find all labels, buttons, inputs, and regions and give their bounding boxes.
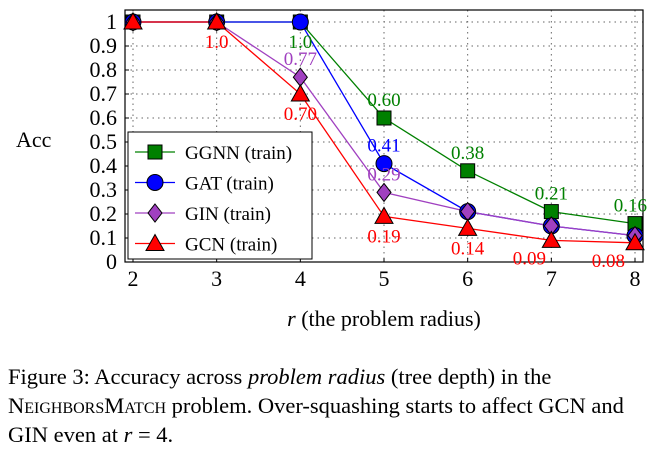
y-tick-label: 0 [106,249,117,274]
caption-text: (tree depth) in the [385,364,552,389]
data-label: 0.09 [513,248,546,269]
data-label: 1.0 [288,32,312,53]
data-label: 0.38 [451,143,484,164]
data-label: 0.70 [284,104,317,125]
y-tick-label: 0.9 [90,33,118,58]
data-point-gcn [290,83,311,102]
x-tick-label: 8 [630,266,641,291]
data-point-ggnn [376,110,392,126]
x-tick-label: 5 [379,266,390,291]
legend-label: GAT (train) [185,174,274,195]
y-tick-label: 0.4 [90,153,118,178]
caption-text: problem. Over-squashing starts to affect… [8,393,624,447]
data-point-gcn [625,232,645,251]
accuracy-line-chart: 2 3 4 5 6 7 8 00.10.20.30.40.50.60.70.80.91 Acc r… [16,9,647,331]
x-tick-label: 3 [211,266,222,291]
data-point-ggnn [460,163,476,179]
legend-marker [147,144,163,160]
caption-emphasis: problem radius [247,364,386,389]
y-tick-label: 0.5 [90,129,118,154]
x-tick-label: 7 [546,266,557,291]
data-point-gcn [206,11,227,30]
data-label: 0.21 [535,184,568,205]
data-point-gat [375,155,393,173]
data-point-gin [376,182,392,203]
caption-smallcaps: NeighborsMatch [8,393,167,418]
x-tick-label: 2 [128,266,139,291]
x-tick-label: 6 [462,266,473,291]
caption-label: Figure 3: [8,364,90,389]
data-label: 0.41 [367,136,400,157]
legend-label: GIN (train) [185,204,271,225]
data-point-gcn [541,230,562,248]
data-label: 0.60 [367,90,400,111]
data-label: 1.0 [205,32,229,53]
legend-marker [146,174,164,191]
data-point-gcn [457,218,478,236]
caption-text: Accuracy across [89,364,248,389]
x-axis-label: r (the problem radius) [287,306,481,331]
data-label: 0.16 [614,196,647,217]
data-label: 0.14 [451,238,485,259]
x-tick-label: 4 [295,266,306,291]
y-tick-label: 0.1 [90,225,118,250]
data-label: 0.08 [592,251,625,272]
y-tick-label: 1 [106,9,117,34]
y-tick-label: 0.6 [90,105,118,130]
data-label: 0.77 [284,49,317,70]
data-point-gat [291,13,309,31]
caption-variable: r [123,422,133,447]
figure-caption: Figure 3: Accuracy across problem radius… [8,362,663,449]
legend-label: GCN (train) [185,235,277,256]
y-axis-label: Acc [16,127,52,152]
y-tick-label: 0.3 [90,177,118,202]
data-point-gcn [374,206,394,224]
caption-text: = 4. [132,422,174,447]
legend-marker [147,203,163,223]
legend-label: GGNN (train) [185,143,292,164]
y-tick-label: 0.7 [90,81,118,106]
y-tick-label: 0.2 [90,201,118,226]
data-label: 0.19 [367,226,400,247]
data-label: 0.29 [367,164,400,185]
data-point-gcn [123,11,143,30]
legend-marker [145,233,165,251]
y-tick-label: 0.8 [90,57,118,82]
